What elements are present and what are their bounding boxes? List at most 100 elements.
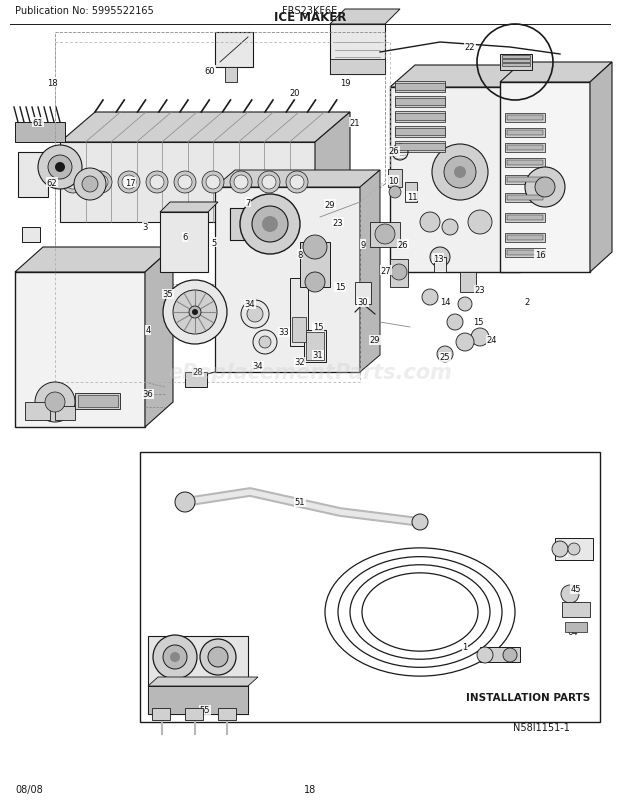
Bar <box>215 188 360 373</box>
Bar <box>502 64 530 67</box>
Bar <box>507 178 543 183</box>
Circle shape <box>208 647 228 667</box>
Circle shape <box>35 383 75 423</box>
Polygon shape <box>15 123 65 143</box>
Bar <box>148 636 248 714</box>
Text: 3: 3 <box>143 223 148 233</box>
Circle shape <box>262 176 276 190</box>
Text: 20: 20 <box>290 88 300 97</box>
Bar <box>370 223 400 248</box>
Polygon shape <box>148 677 258 687</box>
Bar <box>390 260 408 288</box>
Circle shape <box>442 220 458 236</box>
Bar <box>218 708 236 720</box>
Circle shape <box>38 146 82 190</box>
Bar <box>395 82 445 93</box>
Bar <box>185 373 207 387</box>
Circle shape <box>153 635 197 679</box>
Text: 23: 23 <box>475 286 485 295</box>
Bar <box>500 55 532 71</box>
Bar <box>25 403 50 420</box>
Bar <box>215 33 253 68</box>
Text: 6: 6 <box>182 233 188 242</box>
Text: 24: 24 <box>487 336 497 345</box>
Circle shape <box>391 265 407 281</box>
Text: 33: 33 <box>278 328 290 337</box>
Text: 36: 36 <box>143 390 153 399</box>
Circle shape <box>146 172 168 194</box>
Bar <box>500 83 590 273</box>
Text: 14: 14 <box>440 298 450 307</box>
Text: 21: 21 <box>350 119 360 128</box>
Bar <box>230 209 272 241</box>
Text: 27: 27 <box>381 266 391 275</box>
Bar <box>480 647 520 662</box>
Text: 11: 11 <box>407 192 417 201</box>
Circle shape <box>206 176 220 190</box>
Text: Publication No: 5995522165: Publication No: 5995522165 <box>15 6 154 16</box>
Text: 26: 26 <box>389 148 399 156</box>
Bar <box>22 228 40 243</box>
Bar <box>505 129 545 138</box>
Text: 08/08: 08/08 <box>15 784 43 794</box>
Bar <box>225 68 237 83</box>
Circle shape <box>458 298 472 312</box>
Polygon shape <box>215 171 380 188</box>
Bar <box>395 142 445 153</box>
Bar <box>148 687 248 714</box>
Circle shape <box>437 346 453 363</box>
Circle shape <box>90 172 112 194</box>
Circle shape <box>525 168 565 208</box>
Text: 18: 18 <box>304 784 316 794</box>
Text: 32: 32 <box>294 358 305 367</box>
Circle shape <box>192 310 198 316</box>
Bar <box>395 144 445 151</box>
Bar <box>140 452 600 722</box>
Bar <box>505 159 545 168</box>
Bar <box>330 25 385 75</box>
Circle shape <box>202 172 224 194</box>
Polygon shape <box>520 66 545 273</box>
Text: 15: 15 <box>472 318 483 327</box>
Bar <box>78 395 118 407</box>
Circle shape <box>422 290 438 306</box>
Polygon shape <box>145 248 173 427</box>
Circle shape <box>432 145 488 200</box>
Circle shape <box>200 639 236 675</box>
Bar <box>505 194 545 203</box>
Circle shape <box>173 290 217 334</box>
Text: 64: 64 <box>568 628 578 637</box>
Circle shape <box>447 314 463 330</box>
Text: 17: 17 <box>125 178 135 187</box>
Circle shape <box>175 492 195 512</box>
Bar <box>562 602 590 618</box>
Bar <box>434 257 446 273</box>
Circle shape <box>454 167 466 179</box>
Circle shape <box>430 248 450 268</box>
Text: 25: 25 <box>440 353 450 362</box>
Polygon shape <box>390 66 545 88</box>
Circle shape <box>412 514 428 530</box>
Polygon shape <box>60 113 350 143</box>
Circle shape <box>456 334 474 351</box>
Bar <box>565 622 587 632</box>
Text: 23: 23 <box>333 218 343 227</box>
Circle shape <box>163 281 227 345</box>
Bar <box>507 196 543 200</box>
Bar <box>395 99 445 106</box>
Text: 42: 42 <box>557 548 567 557</box>
Bar <box>355 282 371 305</box>
Circle shape <box>253 330 277 354</box>
Text: 9: 9 <box>360 241 366 249</box>
Bar <box>395 127 445 138</box>
Text: 22: 22 <box>465 43 476 52</box>
Circle shape <box>247 306 263 322</box>
Bar <box>290 278 308 346</box>
Text: 34: 34 <box>253 362 264 371</box>
Polygon shape <box>15 248 173 273</box>
Text: 7: 7 <box>246 198 250 207</box>
Circle shape <box>568 543 580 555</box>
Circle shape <box>66 176 80 190</box>
Bar <box>507 160 543 166</box>
Circle shape <box>174 172 196 194</box>
